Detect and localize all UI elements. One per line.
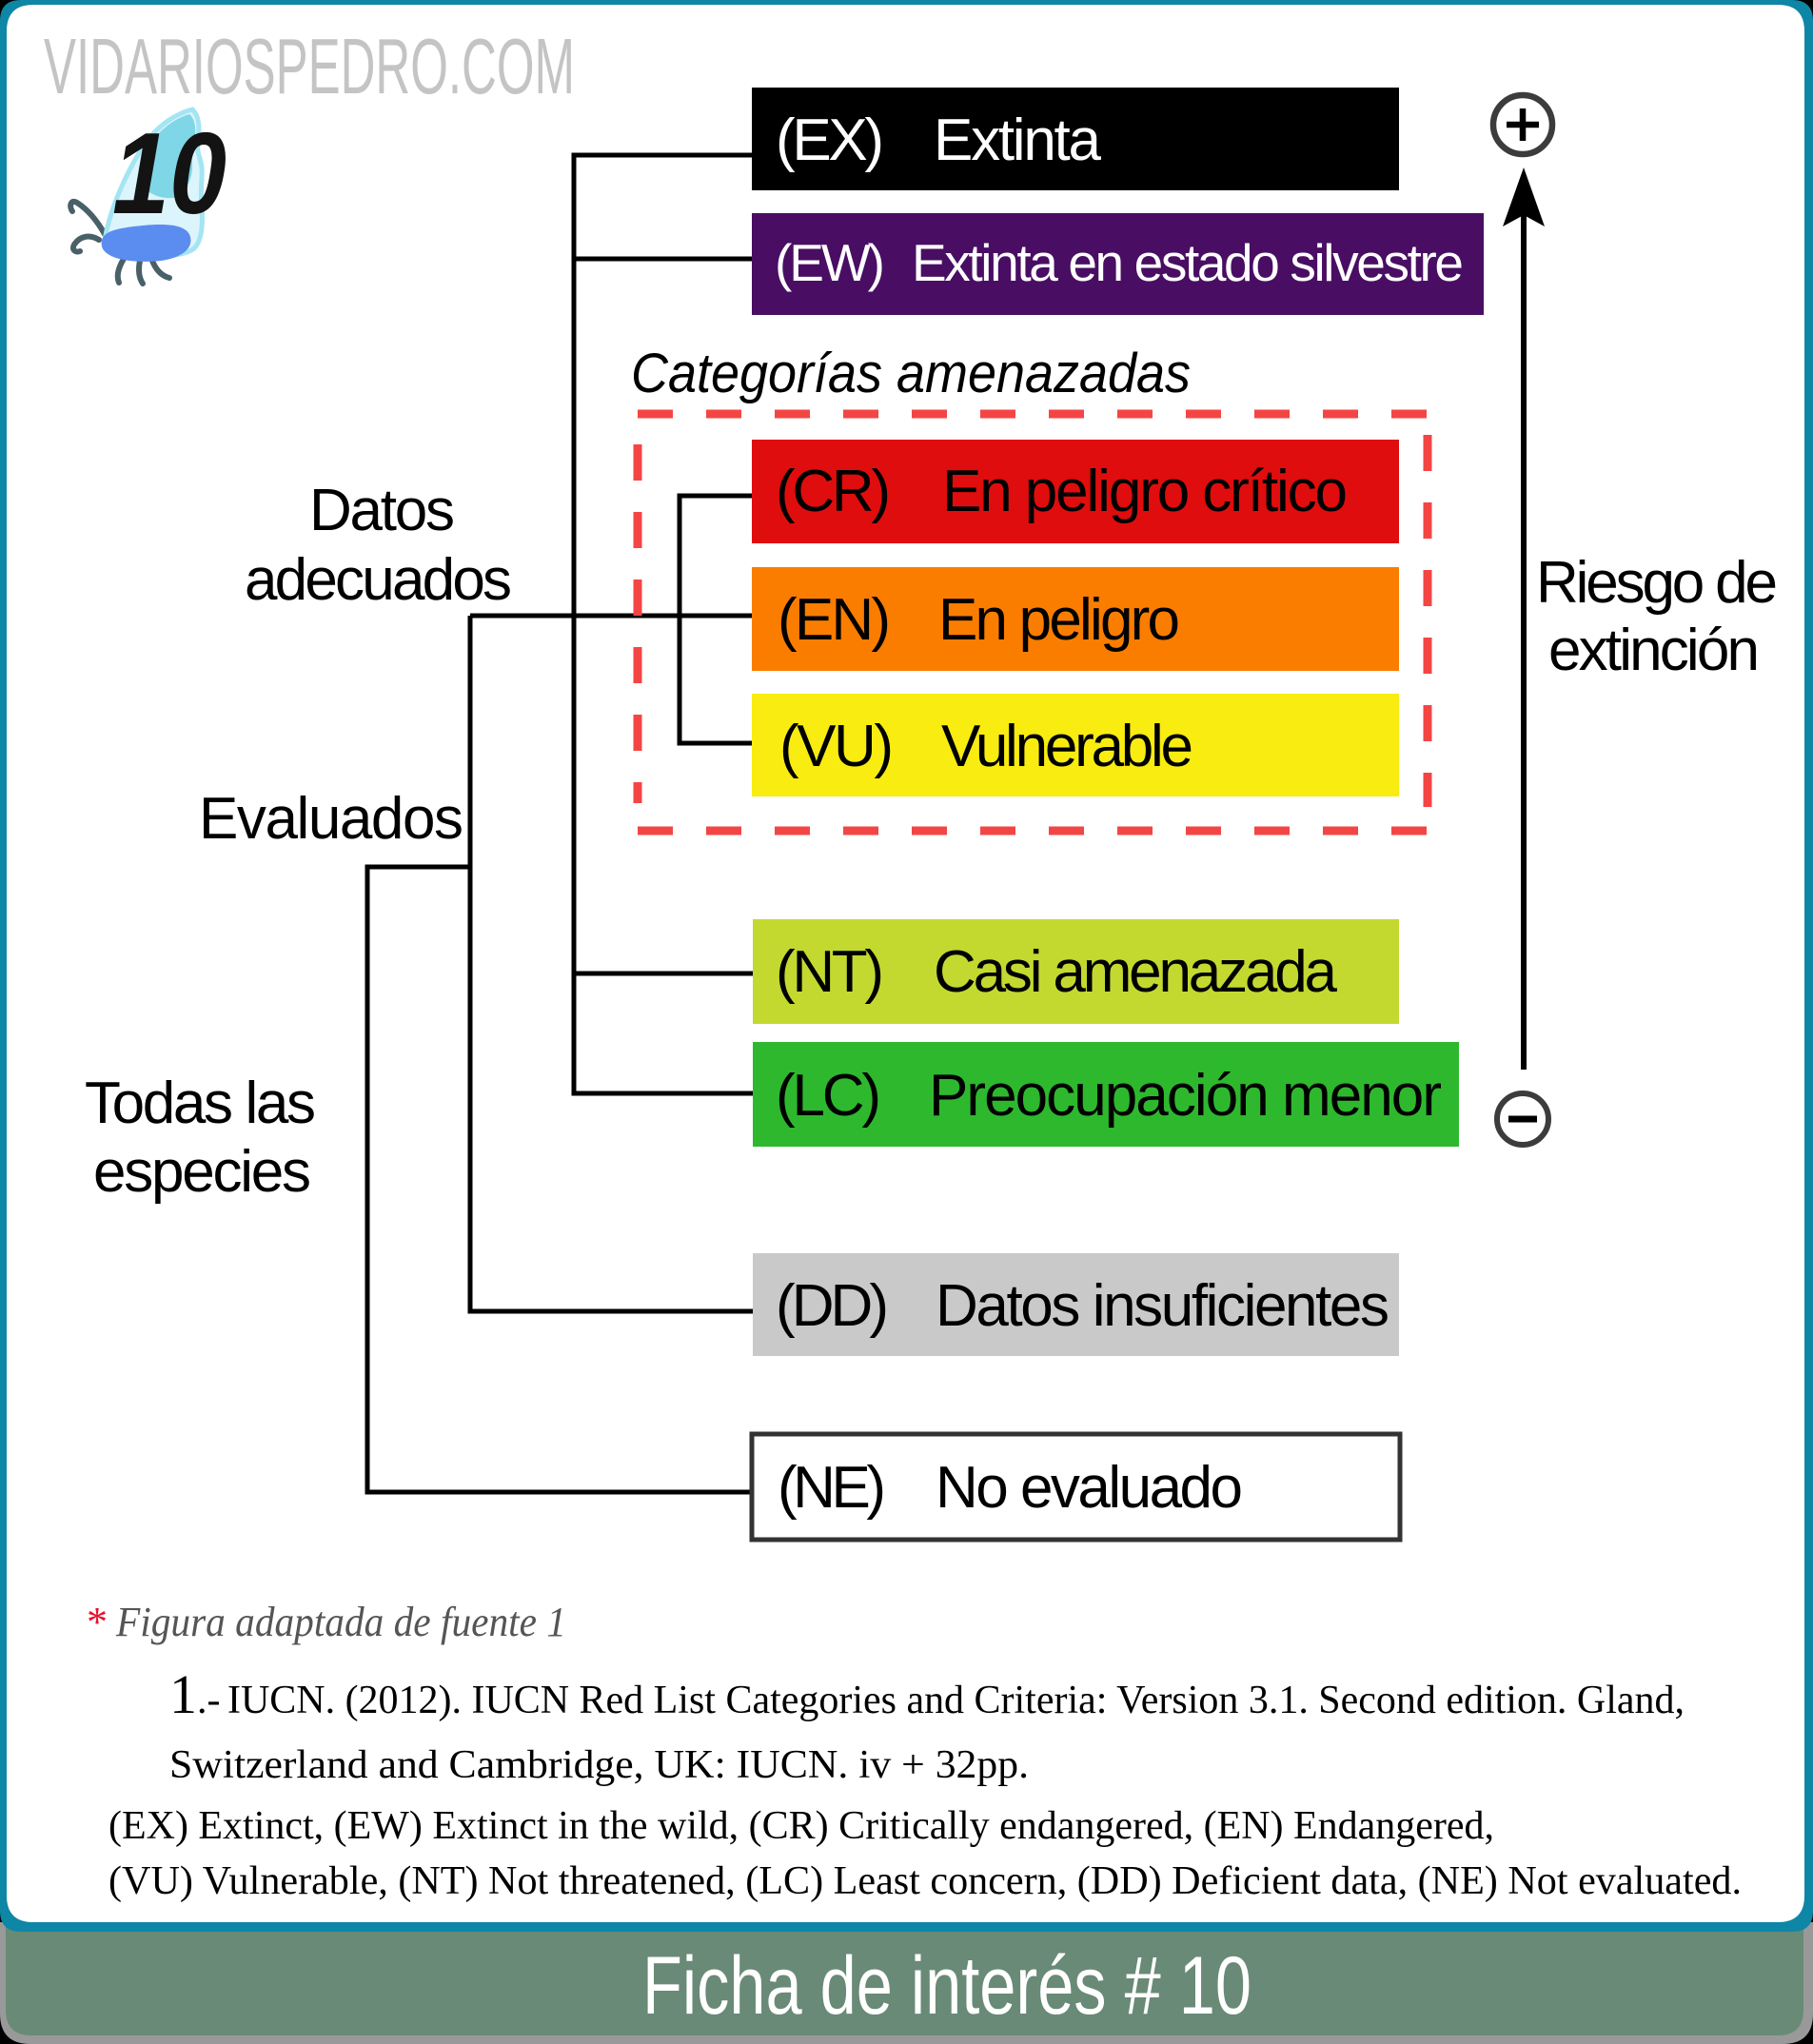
svg-text:Todas las: Todas las [85,1071,316,1136]
svg-text:(EW): (EW) [775,233,885,292]
svg-text:(LC): (LC) [776,1063,881,1129]
svg-text:Ficha de interés # 10: Ficha de interés # 10 [642,1940,1251,2032]
svg-text:(CR): (CR) [776,459,891,524]
svg-text:Casi amenazada: Casi amenazada [934,939,1338,1005]
svg-text:IUCN. (2012). IUCN Red List Ca: IUCN. (2012). IUCN Red List Categories a… [227,1679,1685,1722]
svg-text:(VU): (VU) [779,714,894,779]
svg-text:Datos insuficientes: Datos insuficientes [936,1273,1389,1339]
svg-text:extinción: extinción [1548,618,1760,683]
svg-text:En peligro: En peligro [938,587,1180,653]
svg-text:.-: .- [197,1679,221,1722]
svg-text:Categorías amenazadas: Categorías amenazadas [631,343,1191,404]
svg-text:(DD): (DD) [776,1273,889,1339]
svg-text:*: * [87,1599,108,1645]
svg-text:Evaluados: Evaluados [199,786,463,852]
svg-text:(EX): (EX) [776,108,884,173]
svg-text:Figura adaptada de fuente 1: Figura adaptada de fuente 1 [115,1599,566,1645]
svg-text:especies: especies [93,1139,311,1205]
svg-text:Extinta: Extinta [934,108,1102,173]
svg-text:No evaluado: No evaluado [936,1455,1243,1521]
svg-text:(EX) Extinct, (EW) Extinct in: (EX) Extinct, (EW) Extinct in the wild, … [108,1804,1494,1848]
svg-text:VIDARIOSPEDRO.COM: VIDARIOSPEDRO.COM [44,22,575,110]
svg-text:(VU) Vulnerable, (NT) Not thre: (VU) Vulnerable, (NT) Not threatened, (L… [108,1859,1742,1903]
svg-text:(NT): (NT) [776,939,884,1005]
svg-text:Datos: Datos [309,478,455,543]
svg-text:1: 1 [169,1663,197,1725]
svg-text:En peligro crítico: En peligro crítico [942,459,1348,524]
svg-text:Riesgo de: Riesgo de [1536,550,1778,616]
svg-text:(EN): (EN) [778,587,891,653]
svg-text:Extinta en estado silvestre: Extinta en estado silvestre [912,233,1464,292]
svg-text:adecuados: adecuados [245,547,512,613]
svg-text:10: 10 [112,108,227,238]
svg-text:(NE): (NE) [778,1455,886,1521]
svg-text:Preocupación menor: Preocupación menor [929,1063,1442,1129]
svg-text:Vulnerable: Vulnerable [941,714,1193,779]
svg-text:Switzerland and Cambridge, UK:: Switzerland and Cambridge, UK: IUCN. iv … [169,1743,1029,1787]
